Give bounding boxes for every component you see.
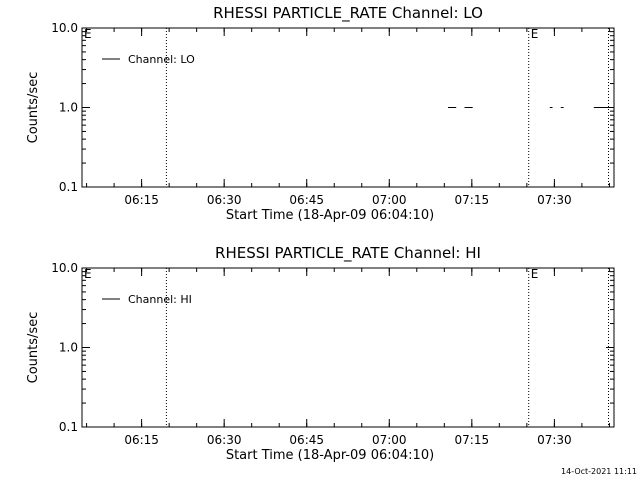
- y-tick-label: 0.1: [59, 180, 78, 194]
- chart-title: RHESSI PARTICLE_RATE Channel: HI: [215, 244, 481, 263]
- event-marker: E: [84, 267, 92, 281]
- event-marker: E: [531, 267, 539, 281]
- y-tick-label: 10.0: [51, 261, 78, 275]
- event-marker: E: [531, 27, 539, 41]
- event-marker: E: [84, 27, 92, 41]
- x-tick-label: 06:30: [207, 193, 242, 207]
- x-axis-label: Start Time (18-Apr-09 06:04:10): [226, 208, 434, 223]
- x-tick-label: 06:15: [124, 433, 159, 447]
- footer-timestamp: 14-Oct-2021 11:11: [561, 467, 637, 476]
- plot-frame: [81, 27, 615, 188]
- legend-label: Channel: HI: [128, 293, 192, 306]
- panel-hi: RHESSI PARTICLE_RATE Channel: HI 0.1 1.0 10…: [26, 244, 615, 463]
- x-tick-label: 06:15: [124, 193, 159, 207]
- panel-lo: RHESSI PARTICLE_RATE Channel: LO 0.1 1.0 10…: [26, 4, 615, 223]
- y-tick-label: 10.0: [51, 21, 78, 35]
- x-tick-label: 07:15: [455, 193, 490, 207]
- x-tick-label: 07:15: [455, 433, 490, 447]
- x-tick-label: 06:45: [289, 193, 324, 207]
- x-tick-label: 07:00: [372, 193, 407, 207]
- plot-frame: [81, 267, 615, 428]
- x-tick-label: 06:45: [289, 433, 324, 447]
- y-tick-label: 1.0: [59, 101, 78, 115]
- x-tick-label: 07:00: [372, 433, 407, 447]
- x-tick-label: 07:30: [537, 193, 572, 207]
- y-axis-label: Counts/sec: [26, 72, 41, 144]
- x-axis-label: Start Time (18-Apr-09 06:04:10): [226, 448, 434, 463]
- y-axis-label: Counts/sec: [26, 312, 41, 384]
- x-tick-label: 06:30: [207, 433, 242, 447]
- x-tick-label: 07:30: [537, 433, 572, 447]
- legend-label: Channel: LO: [128, 53, 195, 66]
- y-tick-label: 1.0: [59, 341, 78, 355]
- chart-title: RHESSI PARTICLE_RATE Channel: LO: [213, 4, 483, 23]
- y-tick-label: 0.1: [59, 420, 78, 434]
